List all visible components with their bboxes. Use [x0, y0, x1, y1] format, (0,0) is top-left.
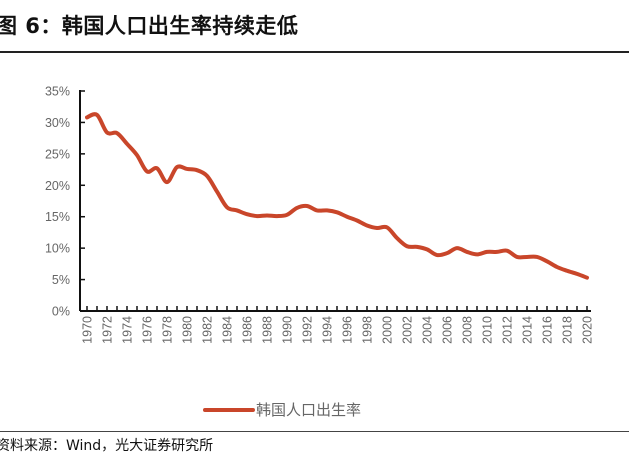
x-tick-label: 2000 [381, 316, 395, 344]
y-tick-label: 0% [52, 305, 70, 319]
x-tick-label: 2008 [461, 316, 475, 344]
source-divider [0, 431, 629, 432]
y-tick-label: 25% [45, 147, 70, 161]
x-axis: 1970 1972 1974 1976 1978 1980 1982 1984 1986 1988… [80, 306, 595, 344]
x-tick-label: 2004 [421, 316, 435, 344]
x-tick-label: 1992 [301, 316, 315, 344]
series-line [85, 112, 589, 280]
y-tick-label: 35% [45, 85, 70, 99]
legend: 韩国人口出生率 [203, 401, 361, 419]
x-tick-label: 1998 [361, 316, 375, 344]
series-layer [85, 112, 589, 280]
x-tick-label: 1996 [341, 316, 355, 344]
x-tick-label: 2006 [441, 316, 455, 344]
x-tick-label: 2018 [561, 316, 575, 344]
x-tick-label: 1984 [221, 316, 235, 344]
x-tick-label: 2012 [501, 316, 515, 344]
y-tick-label: 30% [45, 116, 70, 130]
x-tick-label: 1986 [241, 316, 255, 344]
x-tick-label: 1972 [101, 316, 115, 344]
y-tick-label: 20% [45, 179, 70, 193]
title-divider [0, 51, 629, 53]
legend-label: 韩国人口出生率 [256, 401, 361, 419]
x-tick-label: 1970 [81, 316, 95, 344]
y-axis: 0% 5% 10% 15% 20% 25% 30% 35% [45, 85, 85, 319]
x-tick-label: 1978 [161, 316, 175, 344]
x-tick-label: 1974 [121, 316, 135, 344]
x-tick-label: 1980 [181, 316, 195, 344]
source-note: 资料来源：Wind，光大证券研究所 [0, 438, 214, 454]
x-tick-label: 1982 [201, 316, 215, 344]
x-tick-label: 1990 [281, 316, 295, 344]
x-tick-label: 1976 [141, 316, 155, 344]
x-tick-label: 1988 [261, 316, 275, 344]
y-tick-label: 5% [52, 273, 70, 287]
x-tick-label: 2020 [581, 316, 595, 344]
x-tick-label: 2016 [541, 316, 555, 344]
x-tick-label: 2010 [481, 316, 495, 344]
figure-title: 图 6：韩国人口出生率持续走低 [0, 14, 299, 38]
x-tick-label: 2002 [401, 316, 415, 344]
y-tick-label: 15% [45, 210, 70, 224]
x-tick-label: 2014 [521, 316, 535, 344]
x-tick-label: 1994 [321, 316, 335, 344]
y-tick-label: 10% [45, 242, 70, 256]
